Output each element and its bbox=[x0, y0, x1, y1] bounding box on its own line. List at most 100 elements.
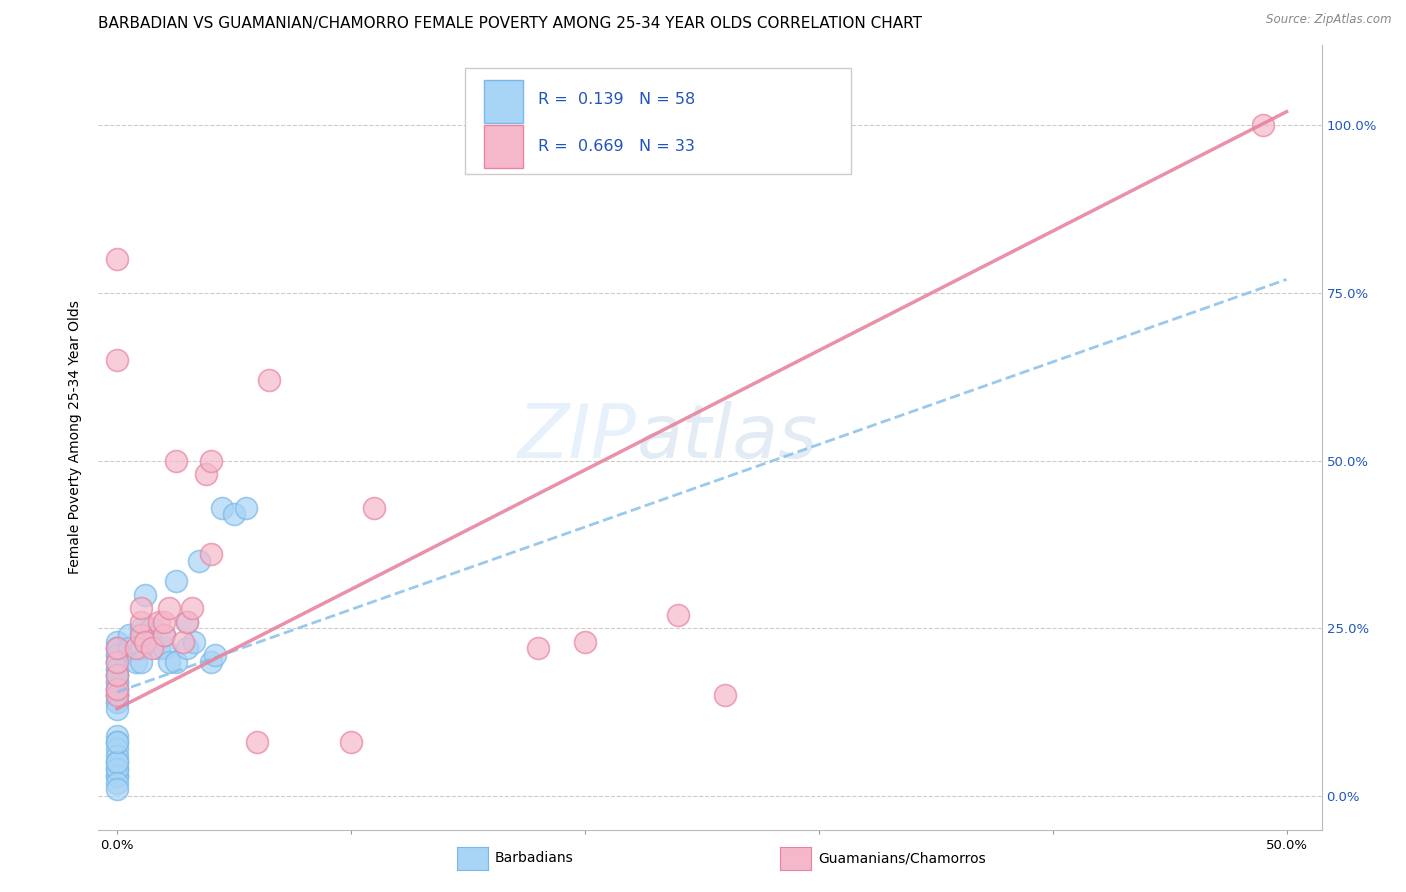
Point bbox=[148, 641, 170, 656]
Point bbox=[181, 601, 204, 615]
Point bbox=[105, 641, 128, 656]
Point bbox=[105, 675, 128, 690]
Point bbox=[134, 588, 156, 602]
Point bbox=[200, 548, 222, 562]
Point bbox=[129, 641, 152, 656]
Point bbox=[195, 467, 218, 481]
Point bbox=[129, 601, 152, 615]
Point bbox=[165, 655, 187, 669]
Point bbox=[105, 769, 128, 783]
Text: R =  0.669   N = 33: R = 0.669 N = 33 bbox=[537, 139, 695, 154]
Point bbox=[105, 648, 128, 662]
FancyBboxPatch shape bbox=[465, 68, 851, 174]
Point bbox=[157, 655, 180, 669]
Text: atlas: atlas bbox=[637, 401, 818, 473]
Point bbox=[134, 634, 156, 648]
Point bbox=[105, 661, 128, 675]
Point bbox=[105, 668, 128, 682]
Point bbox=[125, 655, 148, 669]
Point bbox=[183, 634, 205, 648]
Point bbox=[105, 681, 128, 696]
Point bbox=[527, 641, 550, 656]
Point bbox=[129, 615, 152, 629]
Point bbox=[340, 735, 363, 749]
Point bbox=[105, 735, 128, 749]
Point bbox=[105, 689, 128, 703]
Point bbox=[363, 500, 385, 515]
Point bbox=[105, 782, 128, 797]
Point bbox=[105, 648, 128, 662]
Point bbox=[129, 621, 152, 635]
Point bbox=[105, 702, 128, 716]
FancyBboxPatch shape bbox=[484, 125, 523, 168]
Point bbox=[105, 689, 128, 703]
Point bbox=[105, 675, 128, 690]
Point bbox=[153, 628, 176, 642]
Point bbox=[1251, 118, 1274, 132]
Point bbox=[105, 695, 128, 709]
Point bbox=[129, 655, 152, 669]
Point bbox=[125, 641, 148, 656]
Point bbox=[165, 574, 187, 589]
FancyBboxPatch shape bbox=[484, 80, 523, 123]
Point bbox=[105, 681, 128, 696]
Point bbox=[200, 655, 222, 669]
Point bbox=[105, 748, 128, 763]
Point bbox=[105, 641, 128, 656]
Point bbox=[176, 615, 198, 629]
Point bbox=[157, 601, 180, 615]
Text: Barbadians: Barbadians bbox=[495, 851, 574, 865]
Text: R =  0.139   N = 58: R = 0.139 N = 58 bbox=[537, 92, 695, 107]
Point bbox=[574, 634, 596, 648]
Point bbox=[105, 762, 128, 776]
Point bbox=[176, 615, 198, 629]
Point bbox=[105, 353, 128, 368]
Point bbox=[141, 621, 163, 635]
Point bbox=[200, 453, 222, 467]
Point bbox=[105, 762, 128, 776]
Point bbox=[176, 641, 198, 656]
Point bbox=[105, 756, 128, 770]
Point bbox=[105, 681, 128, 696]
Point bbox=[118, 641, 141, 656]
Point bbox=[105, 668, 128, 682]
Y-axis label: Female Poverty Among 25-34 Year Olds: Female Poverty Among 25-34 Year Olds bbox=[69, 300, 83, 574]
Point bbox=[141, 641, 163, 656]
Point bbox=[105, 668, 128, 682]
Point bbox=[105, 769, 128, 783]
Point bbox=[165, 453, 187, 467]
Point bbox=[105, 252, 128, 267]
Point bbox=[257, 373, 280, 387]
Point bbox=[204, 648, 226, 662]
Point bbox=[105, 641, 128, 656]
Point bbox=[141, 634, 163, 648]
Point bbox=[105, 735, 128, 749]
Point bbox=[188, 554, 211, 568]
Point bbox=[129, 628, 152, 642]
Point bbox=[105, 742, 128, 756]
Point bbox=[211, 500, 233, 515]
Point bbox=[222, 507, 245, 521]
Point bbox=[129, 628, 152, 642]
Point bbox=[105, 756, 128, 770]
Point bbox=[153, 628, 176, 642]
Point bbox=[105, 655, 128, 669]
Point bbox=[153, 641, 176, 656]
Point bbox=[714, 689, 737, 703]
Text: ZIP: ZIP bbox=[517, 401, 637, 473]
Point bbox=[105, 695, 128, 709]
Point bbox=[105, 689, 128, 703]
Text: Source: ZipAtlas.com: Source: ZipAtlas.com bbox=[1267, 13, 1392, 27]
Point bbox=[235, 500, 257, 515]
Point bbox=[105, 655, 128, 669]
Point bbox=[105, 775, 128, 789]
Point bbox=[148, 615, 170, 629]
Point bbox=[118, 628, 141, 642]
Point bbox=[153, 615, 176, 629]
Text: BARBADIAN VS GUAMANIAN/CHAMORRO FEMALE POVERTY AMONG 25-34 YEAR OLDS CORRELATION: BARBADIAN VS GUAMANIAN/CHAMORRO FEMALE P… bbox=[98, 16, 922, 31]
Point bbox=[105, 634, 128, 648]
Point bbox=[668, 607, 690, 622]
Point bbox=[105, 729, 128, 743]
Point bbox=[105, 655, 128, 669]
Text: Guamanians/Chamorros: Guamanians/Chamorros bbox=[818, 851, 986, 865]
